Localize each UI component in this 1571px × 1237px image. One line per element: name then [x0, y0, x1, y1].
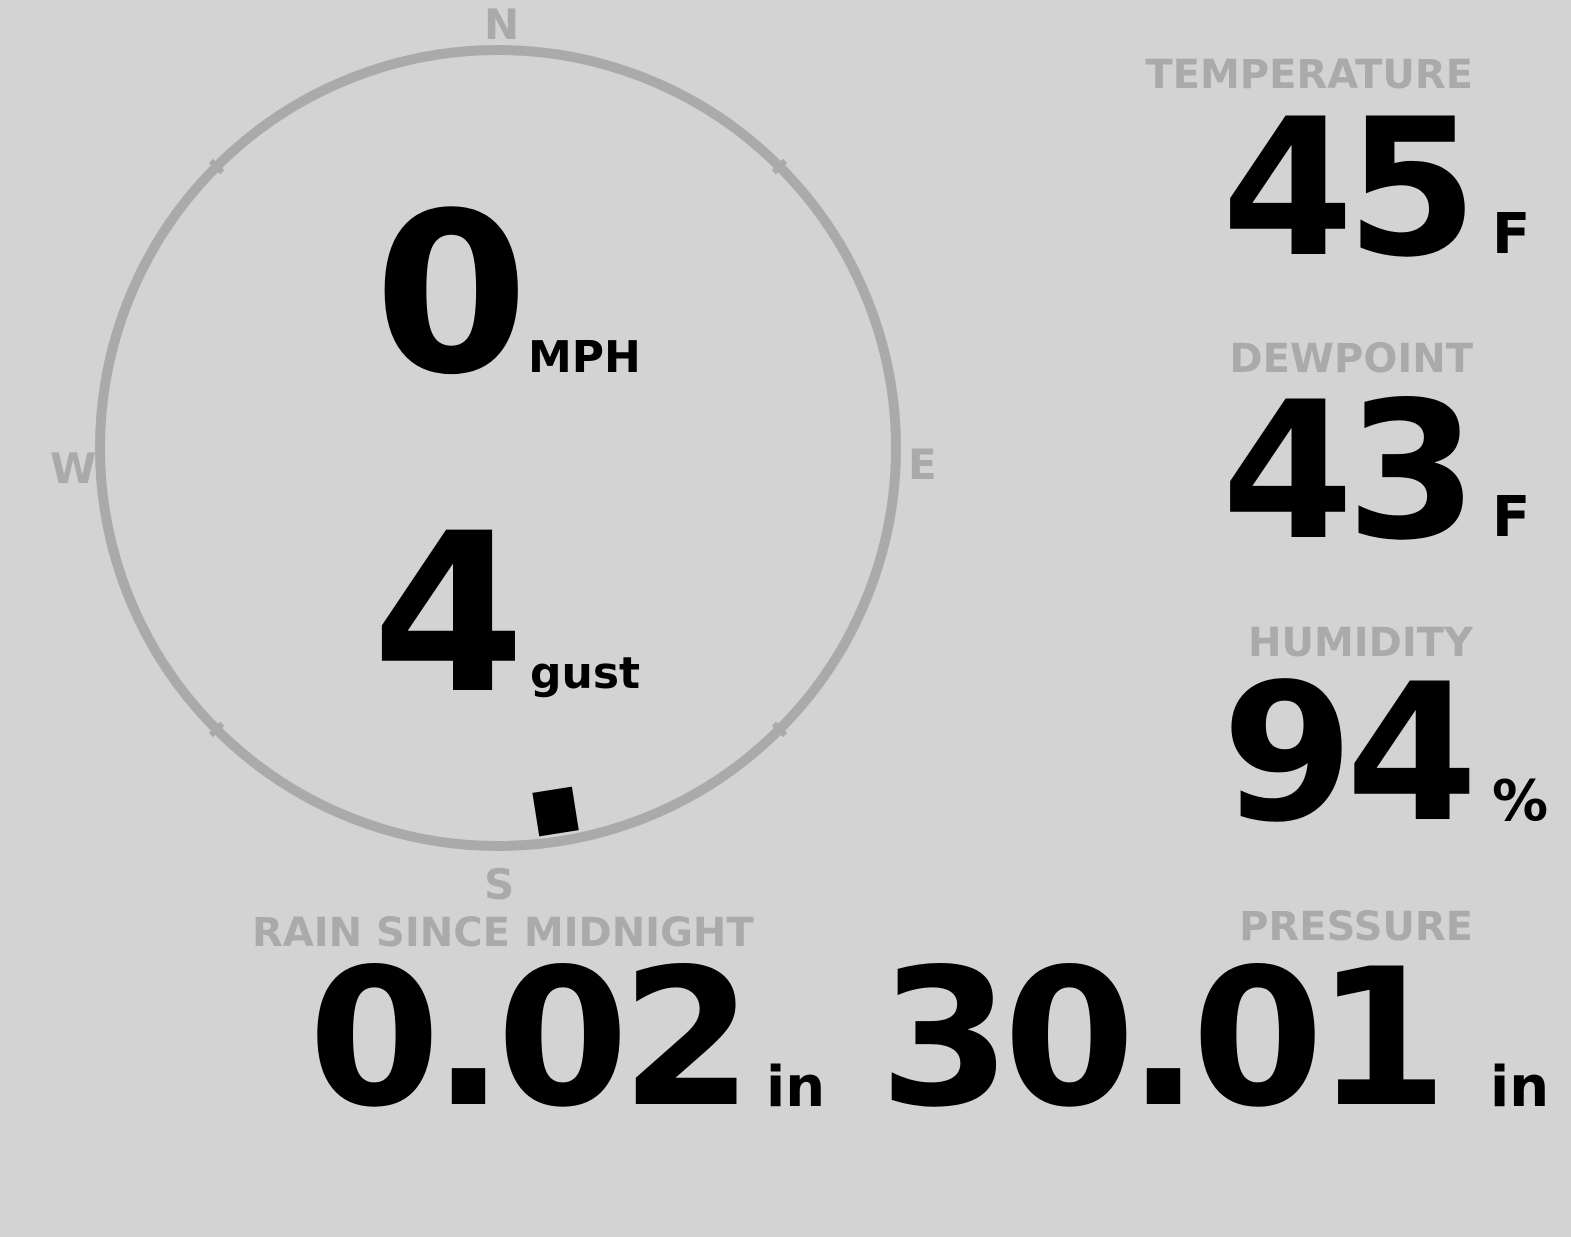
compass-tick	[208, 158, 225, 175]
humidity-label: HUMIDITY	[1248, 620, 1473, 666]
pressure-unit: in	[1490, 1055, 1550, 1120]
pressure-value: 30.01	[879, 928, 1448, 1149]
wind-speed-unit: MPH	[528, 332, 641, 383]
humidity-value: 94	[1221, 643, 1478, 864]
compass-west: W	[50, 444, 97, 493]
compass-south: S	[484, 860, 515, 909]
humidity-unit: %	[1492, 769, 1549, 834]
compass-ring	[95, 45, 901, 851]
rain-label: RAIN SINCE MIDNIGHT	[252, 910, 754, 956]
temperature-label: TEMPERATURE	[1145, 52, 1473, 98]
temperature-value: 45	[1221, 78, 1478, 299]
wind-gust-value: 4	[372, 486, 525, 742]
pressure-label: PRESSURE	[1239, 904, 1473, 950]
dewpoint-label: DEWPOINT	[1229, 336, 1473, 382]
compass-east: E	[908, 440, 937, 489]
compass-north: N	[484, 0, 520, 49]
temperature-unit: F	[1492, 202, 1531, 267]
compass-tick	[771, 721, 788, 738]
compass-tick	[208, 721, 225, 738]
rain-unit: in	[766, 1055, 826, 1120]
rain-value: 0.02	[308, 928, 753, 1149]
dewpoint-value: 43	[1221, 361, 1478, 582]
wind-speed-value: 0	[374, 166, 528, 424]
wind-direction-marker	[532, 786, 579, 837]
compass-tick	[771, 158, 788, 175]
wind-gust-unit: gust	[530, 648, 641, 699]
dewpoint-unit: F	[1492, 485, 1531, 550]
